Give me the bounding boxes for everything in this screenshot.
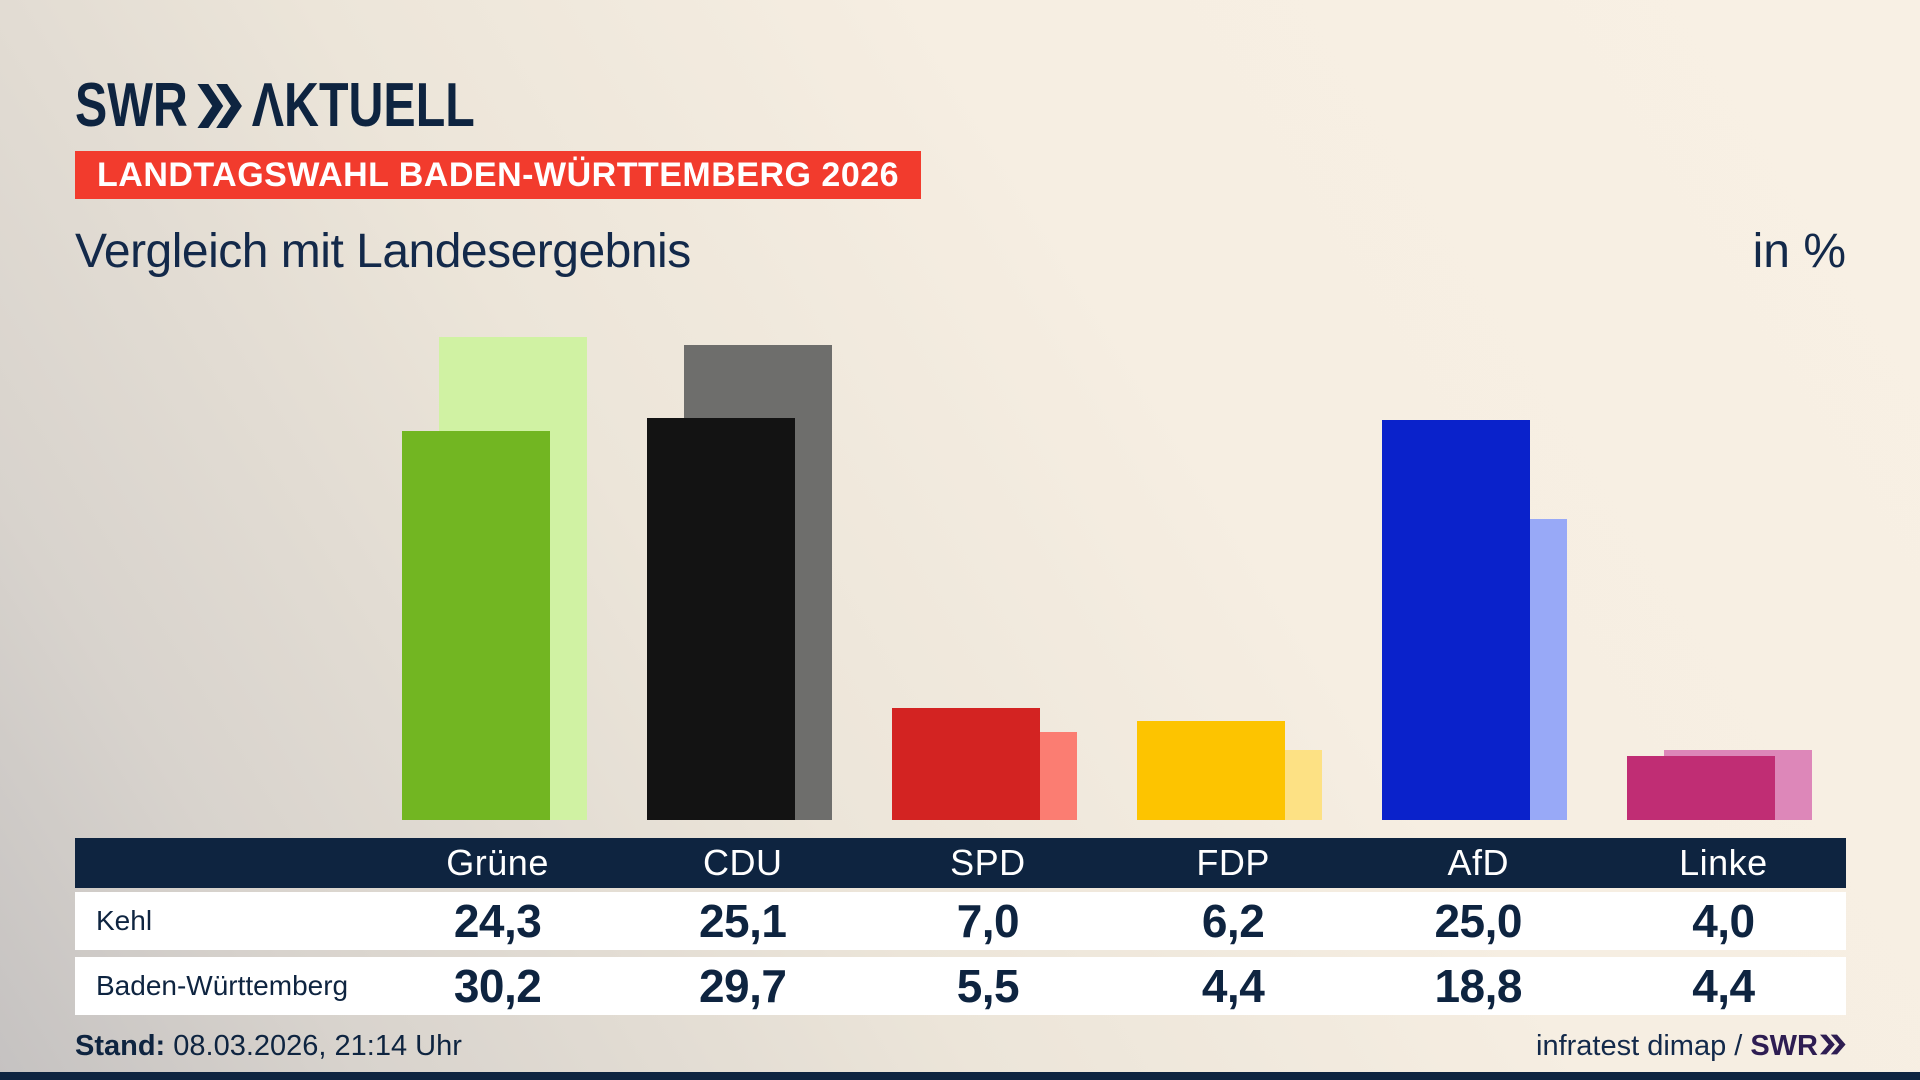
unit-label: in % (1752, 225, 1846, 278)
table-header-cell: Linke (1679, 842, 1768, 883)
logo-aktuell-text: ΛKTUELL (251, 71, 475, 140)
table-value-cell: 25,0 (1434, 895, 1522, 947)
table-header-cell: SPD (950, 842, 1026, 883)
double-chevron-icon (1820, 1028, 1846, 1064)
table-header-cell: FDP (1196, 842, 1270, 883)
bar-kehl-spd (892, 708, 1040, 820)
table-value-cell: 29,7 (698, 960, 787, 1012)
table-value-cell: 24,3 (453, 895, 542, 947)
stand-value: 08.03.2026, 21:14 Uhr (165, 1030, 462, 1062)
comparison-bar-chart (375, 0, 1846, 820)
table-value-cell: 4,0 (1692, 895, 1755, 947)
bar-kehl-afd (1382, 420, 1530, 820)
table-header-cell: CDU (702, 842, 783, 883)
swr-mini-logo-text: SWR (1750, 1030, 1818, 1062)
table-header-row: Grüne CDU SPD FDP AfD Linke (75, 838, 1846, 888)
logo-swr-text: SWR (75, 71, 188, 140)
bar-kehl-gruene (402, 431, 550, 820)
table-value-cell: 18,8 (1434, 960, 1522, 1012)
table-value-cell: 5,5 (956, 960, 1020, 1012)
table-value-cell: 25,1 (698, 895, 787, 947)
table-value-cell: 30,2 (453, 960, 542, 1012)
stand-label: Stand: (75, 1030, 166, 1062)
table-header-cell: Grüne (446, 842, 549, 883)
bar-kehl-fdp (1137, 721, 1285, 820)
election-badge: LANDTAGSWAHL BADEN-WÜRTTEMBERG 2026 (75, 151, 922, 199)
page-title: Vergleich mit Landesergebnis (75, 225, 691, 278)
table-value-cell: 6,2 (1201, 895, 1265, 947)
table-row-kehl: Kehl 24,3 25,1 7,0 6,2 25,0 4,0 (75, 892, 1846, 950)
table-header-cell: AfD (1447, 842, 1509, 883)
bottom-accent-bar (0, 1072, 1920, 1080)
source-text: infratest dimap / (1536, 1030, 1743, 1062)
table-value-cell: 4,4 (1201, 960, 1265, 1012)
double-chevron-icon (197, 84, 242, 128)
swr-aktuell-logo: SWR ΛKTUELL (75, 71, 475, 140)
source-credit: infratest dimap / SWR (1536, 1028, 1846, 1064)
table-value-cell: 4,4 (1692, 960, 1755, 1012)
results-table: Grüne CDU SPD FDP AfD Linke Kehl 24,3 25,1 7,0 6… (75, 838, 1846, 1015)
timestamp: Stand: 08.03.2026, 21:14 Uhr (75, 1028, 462, 1064)
bar-kehl-cdu (647, 418, 795, 820)
bar-kehl-linke (1627, 756, 1775, 820)
swr-mini-logo: SWR (1750, 1028, 1846, 1064)
table-value-cell: 7,0 (956, 895, 1020, 947)
table-row-baden-wuerttemberg: Baden-Württemberg 30,2 29,7 5,5 4,4 18,8 4,4 (75, 957, 1846, 1015)
row-label: Baden-Württemberg (96, 970, 349, 1001)
row-label: Kehl (96, 905, 153, 936)
